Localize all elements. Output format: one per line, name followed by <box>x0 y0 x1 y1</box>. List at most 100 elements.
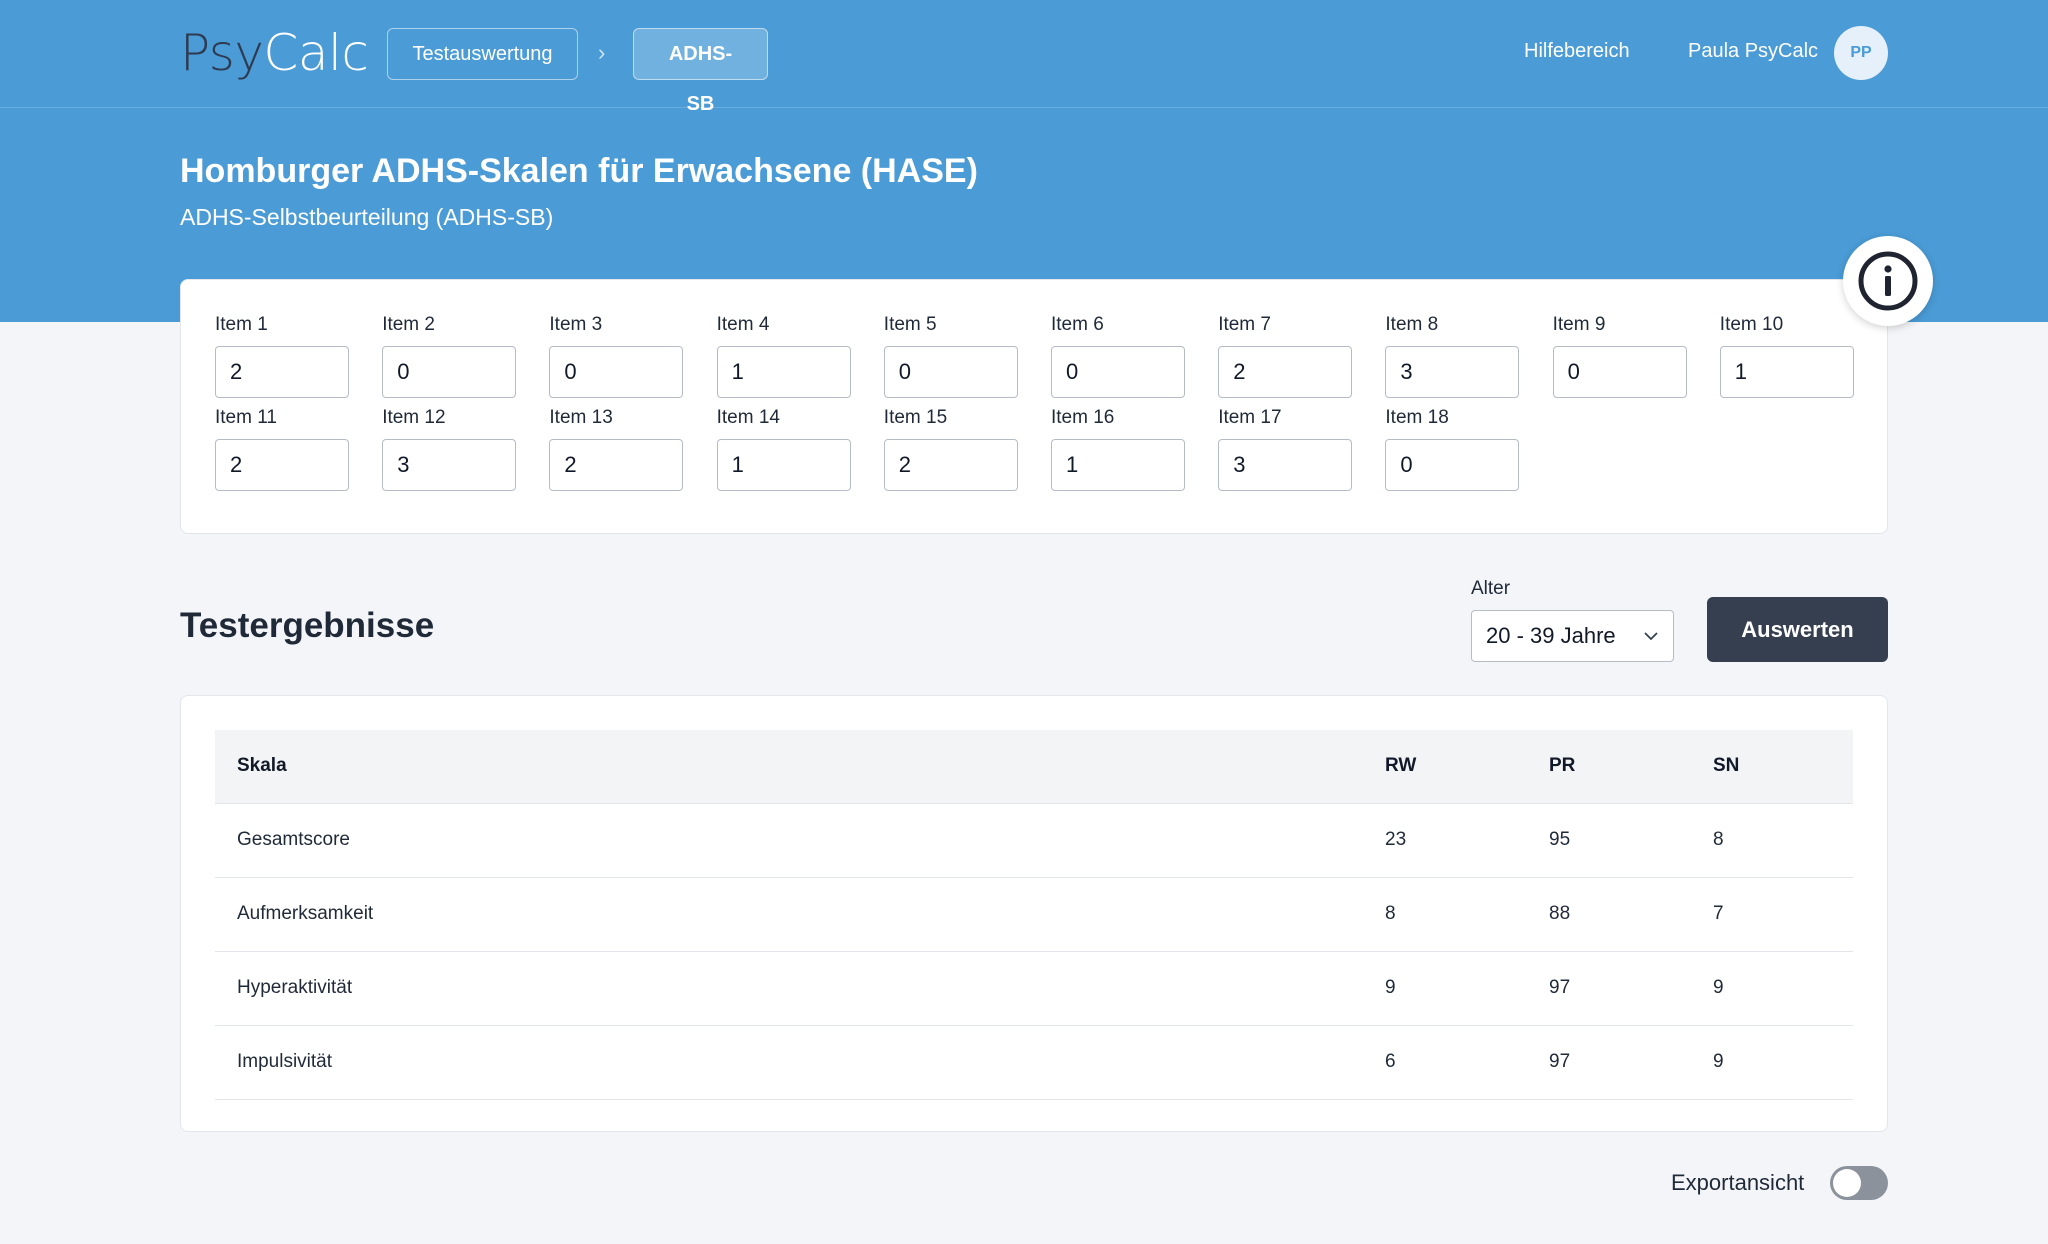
chevron-down-icon <box>1643 611 1659 679</box>
table-row: Impulsivität 6 97 9 <box>215 1025 1853 1100</box>
item-field: Item 16 1 <box>1051 407 1187 491</box>
user-name[interactable]: Paula PsyCalc <box>1688 40 1819 62</box>
logo[interactable]: PsyCalc <box>180 24 369 82</box>
item-input[interactable]: 2 <box>883 439 1018 491</box>
cell-rw: 9 <box>1385 951 1549 1026</box>
cell-sn: 8 <box>1713 803 1853 878</box>
item-field: Item 1 2 <box>215 314 351 398</box>
item-label: Item 3 <box>549 314 603 335</box>
info-circle-icon <box>1858 251 1918 311</box>
cell-pr: 97 <box>1549 1025 1713 1100</box>
column-header-rw: RW <box>1385 730 1549 804</box>
item-field: Item 15 2 <box>883 407 1020 491</box>
results-title: Testergebnisse <box>180 606 435 645</box>
item-field: Item 12 3 <box>382 407 518 491</box>
item-input[interactable]: 3 <box>1218 439 1353 491</box>
item-input[interactable]: 0 <box>549 346 684 398</box>
item-label: Item 8 <box>1385 314 1439 335</box>
export-view-label: Exportansicht <box>1671 1170 1805 1195</box>
item-label: Item 6 <box>1051 314 1104 335</box>
item-field: Item 17 3 <box>1218 407 1354 491</box>
item-field: Item 13 2 <box>549 407 685 491</box>
table-row: Hyperaktivität 9 97 9 <box>215 951 1853 1026</box>
column-header-skala: Skala <box>215 730 1385 804</box>
item-field: Item 2 0 <box>382 314 518 398</box>
cell-pr: 95 <box>1549 803 1713 878</box>
cell-sn: 7 <box>1713 877 1853 952</box>
export-view-toggle[interactable] <box>1830 1166 1888 1200</box>
item-input[interactable]: 0 <box>1385 439 1520 491</box>
page-subtitle: ADHS-Selbstbeurteilung (ADHS-SB) <box>180 204 554 230</box>
cell-skala: Gesamtscore <box>215 803 1385 878</box>
item-label: Item 10 <box>1719 314 1784 335</box>
item-field: Item 14 1 <box>716 407 853 491</box>
column-header-sn: SN <box>1713 730 1853 804</box>
item-input[interactable]: 0 <box>382 346 517 398</box>
help-link[interactable]: Hilfebereich <box>1524 40 1630 62</box>
column-header-pr: PR <box>1549 730 1713 804</box>
cell-skala: Aufmerksamkeit <box>215 877 1385 952</box>
cell-skala: Hyperaktivität <box>215 951 1385 1026</box>
cell-rw: 8 <box>1385 877 1549 952</box>
table-header-row: Skala RW PR SN <box>215 730 1853 804</box>
item-input[interactable]: 2 <box>1218 346 1353 398</box>
item-input[interactable]: 2 <box>215 439 349 491</box>
item-label: Item 5 <box>883 314 937 335</box>
item-input[interactable]: 0 <box>1552 346 1687 398</box>
logo-part-calc: Calc <box>263 24 369 82</box>
cell-rw: 6 <box>1385 1025 1549 1100</box>
age-label: Alter <box>1471 578 1511 599</box>
item-label: Item 18 <box>1385 407 1449 428</box>
item-input[interactable]: 2 <box>215 346 349 398</box>
breadcrumb-adhs-sb[interactable]: ADHS-SB <box>633 28 768 115</box>
avatar[interactable]: PP <box>1834 26 1888 80</box>
evaluate-button[interactable]: Auswerten <box>1707 597 1888 662</box>
item-field: Item 4 1 <box>716 314 853 398</box>
item-label: Item 17 <box>1218 407 1282 428</box>
logo-part-psy: Psy <box>180 24 264 82</box>
breadcrumb-testauswertung[interactable]: Testauswertung <box>387 28 578 80</box>
item-field: Item 5 0 <box>883 314 1020 398</box>
item-input[interactable]: 3 <box>1385 346 1520 398</box>
cell-rw: 23 <box>1385 803 1549 878</box>
results-table: Skala RW PR SN Gesamtscore 23 95 8 Aufme… <box>215 730 1853 1100</box>
item-input[interactable]: 0 <box>883 346 1018 398</box>
item-field: Item 18 0 <box>1385 407 1521 491</box>
item-input[interactable]: 0 <box>1051 346 1185 398</box>
cell-sn: 9 <box>1713 951 1853 1026</box>
item-input[interactable]: 3 <box>382 439 517 491</box>
cell-pr: 88 <box>1549 877 1713 952</box>
item-label: Item 16 <box>1051 407 1115 428</box>
item-input[interactable]: 1 <box>716 439 851 491</box>
item-label: Item 4 <box>716 314 770 335</box>
item-field: Item 6 0 <box>1051 314 1187 398</box>
item-field: Item 11 2 <box>215 407 351 491</box>
item-field: Item 8 3 <box>1385 314 1521 398</box>
item-label: Item 2 <box>382 314 435 335</box>
age-select[interactable]: 20 - 39 Jahre <box>1471 610 1674 662</box>
item-field: Item 7 2 <box>1218 314 1354 398</box>
item-field: Item 9 0 <box>1552 314 1689 398</box>
item-label: Item 13 <box>549 407 613 428</box>
cell-sn: 9 <box>1713 1025 1853 1100</box>
table-row: Aufmerksamkeit 8 88 7 <box>215 877 1853 952</box>
item-input[interactable]: 1 <box>716 346 851 398</box>
info-button[interactable] <box>1843 236 1933 326</box>
top-navigation: PsyCalc Testauswertung › ADHS-SB Hilfebe… <box>0 0 2048 115</box>
item-input[interactable]: 1 <box>1719 346 1854 398</box>
item-input[interactable]: 2 <box>549 439 684 491</box>
cell-pr: 97 <box>1549 951 1713 1026</box>
item-label: Item 12 <box>382 407 446 428</box>
item-label: Item 1 <box>215 314 268 335</box>
item-label: Item 7 <box>1218 314 1271 335</box>
item-field: Item 10 1 <box>1719 314 1856 398</box>
toggle-knob <box>1833 1169 1861 1197</box>
item-label: Item 15 <box>883 407 948 428</box>
page-title: Homburger ADHS-Skalen für Erwachsene (HA… <box>180 152 978 190</box>
item-label: Item 11 <box>215 407 277 428</box>
item-label: Item 9 <box>1552 314 1606 335</box>
item-label: Item 14 <box>716 407 780 428</box>
item-input[interactable]: 1 <box>1051 439 1185 491</box>
age-select-value: 20 - 39 Jahre <box>1486 623 1616 648</box>
table-row: Gesamtscore 23 95 8 <box>215 803 1853 878</box>
